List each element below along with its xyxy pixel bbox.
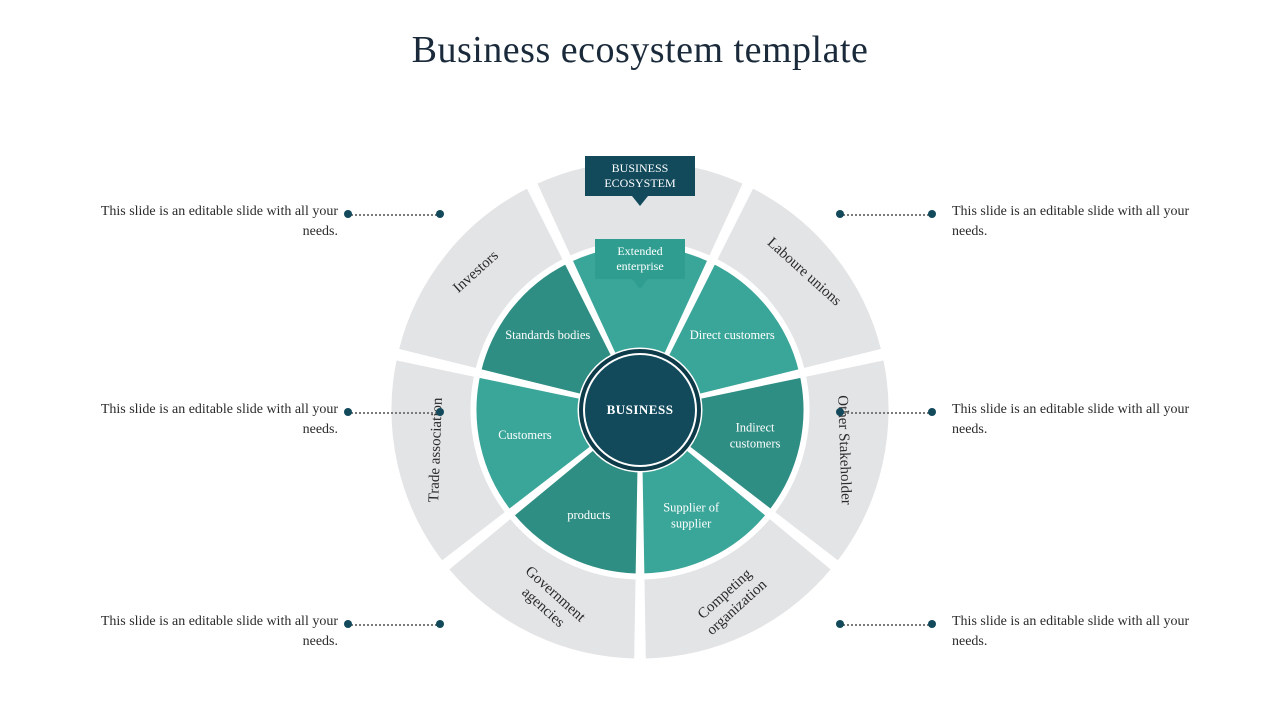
connector-dot [344, 408, 352, 416]
connector-dot [928, 408, 936, 416]
annotation-text: This slide is an editable slide with all… [952, 612, 1192, 653]
connector-dot [928, 210, 936, 218]
connector-line [348, 624, 440, 626]
connector-dot [344, 620, 352, 628]
outer-badge: BUSINESSECOSYSTEM [585, 156, 695, 196]
core-label: BUSINESS [607, 402, 674, 418]
annotation-text: This slide is an editable slide with all… [98, 612, 338, 653]
connector-dot [836, 210, 844, 218]
connector-dot [436, 620, 444, 628]
diagram-stage: BUSINESSDirect customersIndirect custome… [0, 0, 1280, 720]
annotation-text: This slide is an editable slide with all… [98, 202, 338, 243]
connector-dot [436, 210, 444, 218]
connector-dot [928, 620, 936, 628]
connector-dot [836, 408, 844, 416]
annotation-text: This slide is an editable slide with all… [952, 202, 1192, 243]
inner-badge: Extendedenterprise [595, 239, 685, 279]
connector-line [348, 412, 440, 414]
connector-line [348, 214, 440, 216]
connector-dot [836, 620, 844, 628]
annotation-text: This slide is an editable slide with all… [98, 400, 338, 441]
connector-dot [436, 408, 444, 416]
connector-dot [344, 210, 352, 218]
connector-line [840, 624, 932, 626]
connector-line [840, 214, 932, 216]
annotation-text: This slide is an editable slide with all… [952, 400, 1192, 441]
connector-line [840, 412, 932, 414]
